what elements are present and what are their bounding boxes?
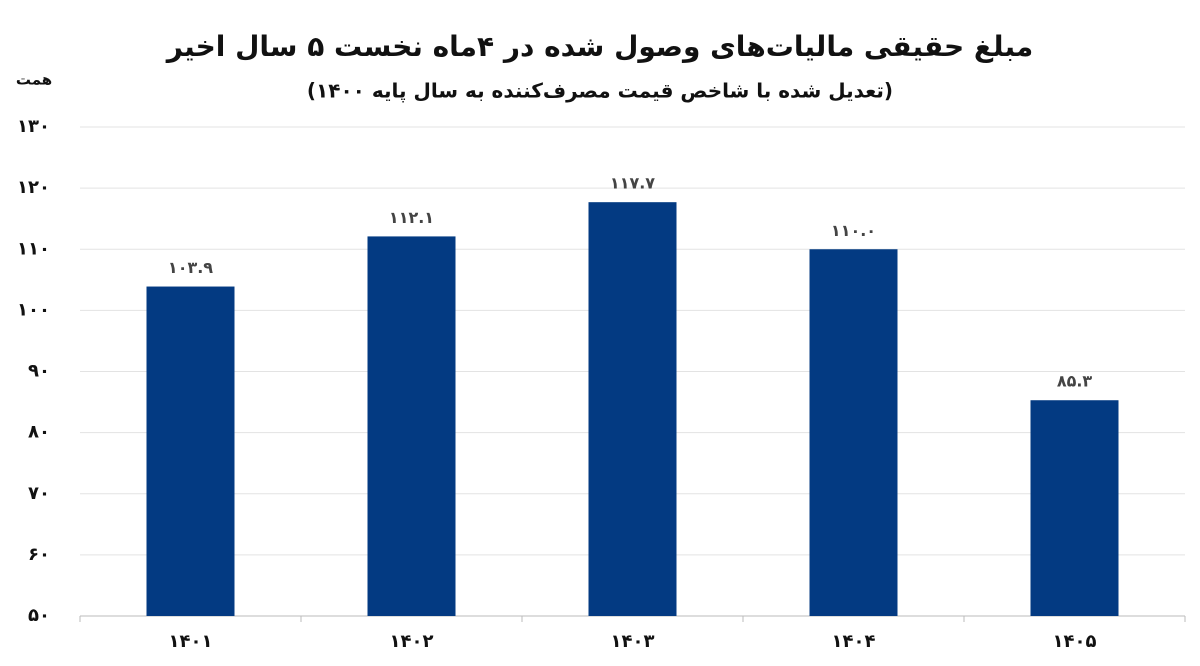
x-tick-label: ۱۴۰۴ xyxy=(832,631,876,652)
bar xyxy=(1030,400,1119,616)
y-tick-label: ۹۰ xyxy=(28,361,50,382)
bar xyxy=(588,202,677,616)
x-tick-label: ۱۴۰۲ xyxy=(390,631,434,652)
bar xyxy=(809,249,898,616)
value-label: ۱۱۲.۱ xyxy=(389,208,434,227)
y-tick-label: ۶۰ xyxy=(28,544,50,565)
x-tick-label: ۱۴۰۱ xyxy=(169,631,213,652)
y-tick-label: ۱۲۰ xyxy=(17,177,50,198)
chart-subtitle: (تعدیل شده با شاخص قیمت مصرف‌کننده به سا… xyxy=(307,79,893,104)
value-label: ۱۱۷.۷ xyxy=(610,174,655,193)
y-tick-label: ۷۰ xyxy=(28,483,50,504)
x-tick-label: ۱۴۰۳ xyxy=(611,631,655,652)
y-tick-label: ۱۳۰ xyxy=(17,116,50,137)
value-label: ۱۰۳.۹ xyxy=(168,258,213,277)
y-tick-label: ۸۰ xyxy=(28,422,50,443)
chart-title: مبلغ حقیقی مالیات‌های وصول شده در ۴ماه ن… xyxy=(165,30,1033,63)
y-tick-label: ۱۱۰ xyxy=(17,238,50,259)
x-tick-label: ۱۴۰۵ xyxy=(1053,631,1097,652)
y-tick-label: ۱۰۰ xyxy=(17,299,50,320)
bar xyxy=(367,236,456,616)
value-label: ۸۵.۳ xyxy=(1057,372,1093,391)
y-tick-label: ۵۰ xyxy=(28,605,50,626)
y-axis-label: همت xyxy=(16,71,52,89)
bar xyxy=(146,286,235,616)
value-label: ۱۱۰.۰ xyxy=(831,221,876,240)
